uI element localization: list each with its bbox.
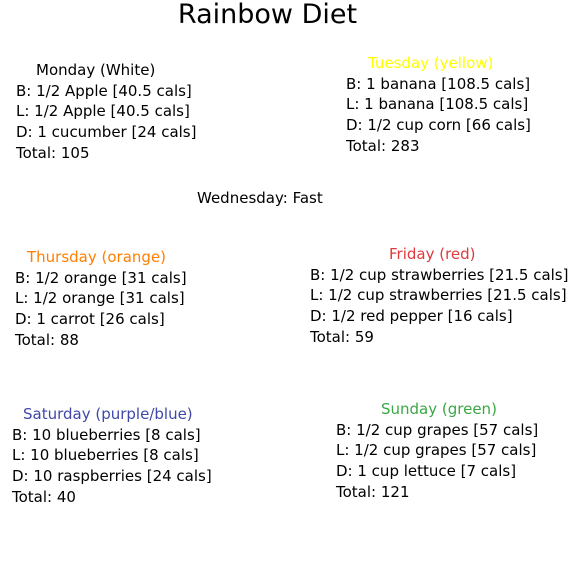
- thursday-lunch: L: 1/2 orange [31 cals]: [15, 289, 185, 308]
- saturday-dinner: D: 10 raspberries [24 cals]: [12, 467, 212, 486]
- monday-total: Total: 105: [16, 143, 90, 162]
- monday-breakfast: B: 1/2 Apple [40.5 cals]: [16, 81, 192, 100]
- monday-lunch: L: 1/2 Apple [40.5 cals]: [16, 102, 190, 121]
- monday-dinner: D: 1 cucumber [24 cals]: [16, 123, 197, 142]
- saturday-breakfast: B: 10 blueberries [8 cals]: [12, 425, 201, 444]
- tuesday-heading: Tuesday (yellow): [368, 54, 494, 72]
- day-monday: Monday (White) B: 1/2 Apple [40.5 cals] …: [16, 60, 196, 164]
- day-friday: Friday (red) B: 1/2 cup strawberries [21…: [310, 244, 568, 348]
- day-tuesday: Tuesday (yellow) B: 1 banana [108.5 cals…: [346, 53, 531, 157]
- thursday-total: Total: 88: [15, 330, 79, 349]
- page-title: Rainbow Diet: [177, 0, 358, 30]
- day-sunday: Sunday (green) B: 1/2 cup grapes [57 cal…: [336, 399, 538, 503]
- saturday-total: Total: 40: [12, 487, 76, 506]
- monday-heading: Monday (White): [36, 61, 156, 79]
- saturday-lunch: L: 10 blueberries [8 cals]: [12, 446, 199, 465]
- sunday-lunch: L: 1/2 cup grapes [57 cals]: [336, 441, 537, 460]
- tuesday-breakfast: B: 1 banana [108.5 cals]: [346, 74, 531, 93]
- sunday-breakfast: B: 1/2 cup grapes [57 cals]: [336, 420, 539, 439]
- sunday-heading: Sunday (green): [381, 400, 497, 418]
- thursday-heading: Thursday (orange): [27, 248, 167, 266]
- day-thursday: Thursday (orange) B: 1/2 orange [31 cals…: [15, 247, 187, 351]
- thursday-dinner: D: 1 carrot [26 cals]: [15, 310, 165, 329]
- wednesday-fast: Wednesday: Fast: [197, 189, 323, 207]
- friday-dinner: D: 1/2 red pepper [16 cals]: [310, 307, 513, 326]
- sunday-total: Total: 121: [336, 482, 410, 501]
- friday-lunch: L: 1/2 cup strawberries [21.5 cals]: [310, 286, 567, 305]
- saturday-heading: Saturday (purple/blue): [23, 405, 193, 423]
- tuesday-dinner: D: 1/2 cup corn [66 cals]: [346, 116, 531, 135]
- tuesday-total: Total: 283: [346, 136, 420, 155]
- friday-heading: Friday (red): [389, 245, 476, 263]
- sunday-dinner: D: 1 cup lettuce [7 cals]: [336, 462, 517, 481]
- friday-breakfast: B: 1/2 cup strawberries [21.5 cals]: [310, 265, 569, 284]
- friday-total: Total: 59: [310, 327, 374, 346]
- tuesday-lunch: L: 1 banana [108.5 cals]: [346, 95, 529, 114]
- day-saturday: Saturday (purple/blue) B: 10 blueberries…: [12, 404, 212, 508]
- thursday-breakfast: B: 1/2 orange [31 cals]: [15, 268, 187, 287]
